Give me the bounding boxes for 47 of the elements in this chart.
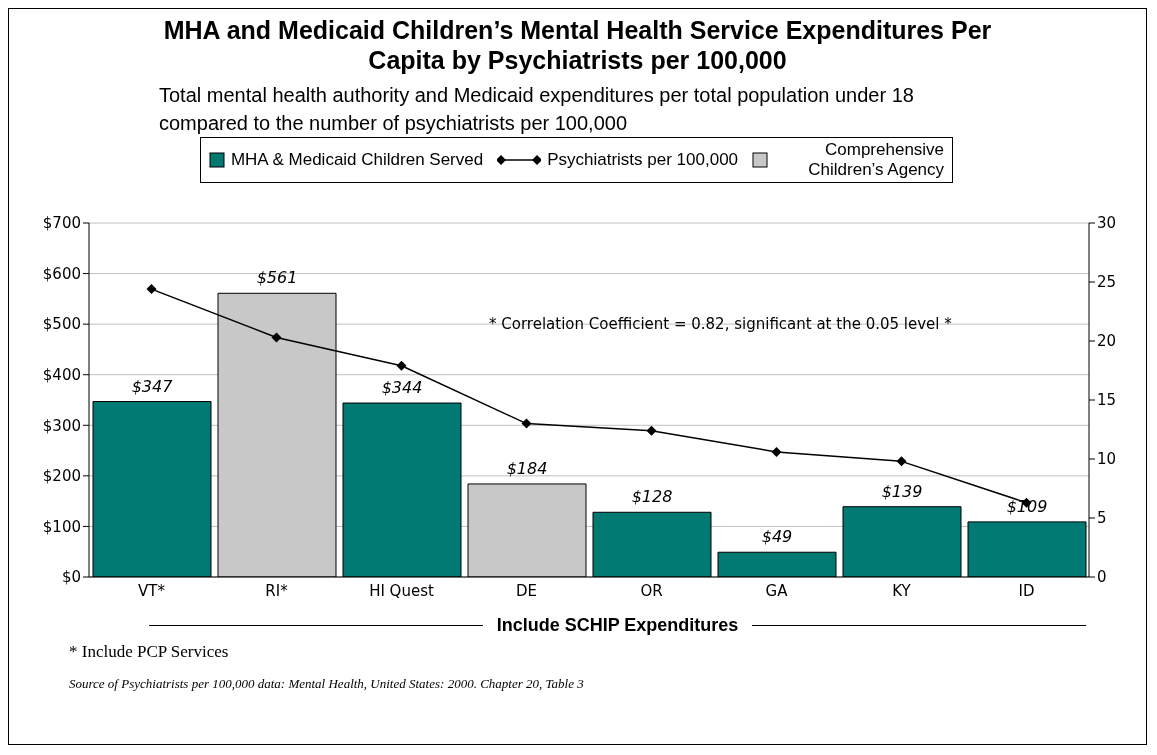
data-label: $347 — [131, 376, 174, 396]
source-note: Source of Psychiatrists per 100,000 data: Mental Health, United States: 2000. Chapter 20, Table 3 — [69, 676, 585, 692]
y-tick-label: $200 — [42, 467, 81, 486]
data-label: $109 — [1006, 496, 1048, 516]
x-tick-label: GA — [765, 581, 789, 600]
y2-tick-label: 30 — [1097, 214, 1117, 233]
data-label: $49 — [761, 527, 793, 547]
x-tick-label: VT* — [138, 581, 166, 600]
y2-tick-label: 10 — [1097, 450, 1117, 469]
text: Comprehensive Children’s Agency — [807, 140, 945, 180]
chart-subtitle: Total mental health authority and Medicaid expenditures per total population under 18 compared to the number of psychiatrists per 100,000 — [159, 83, 915, 136]
y2-tick-label: 25 — [1097, 273, 1117, 292]
point — [146, 284, 157, 295]
point — [396, 360, 407, 371]
y-tick-label: $400 — [42, 366, 81, 385]
x-tick-label: RI* — [265, 581, 289, 600]
y2-tick-label: 0 — [1097, 568, 1107, 587]
x-axis-title: Include SCHIP Expenditures — [495, 615, 740, 636]
legend-label: MHA & Medicaid Children Served — [230, 150, 484, 170]
x-tick-label: ID — [1018, 581, 1035, 600]
y-tick-label: $700 — [42, 214, 81, 233]
point — [896, 456, 907, 467]
y-tick-label: $500 — [42, 315, 81, 334]
y-tick-label: $0 — [61, 568, 81, 587]
y-tick-label: $300 — [42, 416, 81, 435]
text: * Include PCP Services — [69, 642, 230, 662]
x-tick-label: OR — [640, 581, 663, 600]
y2-tick-label: 20 — [1097, 332, 1117, 351]
point — [521, 418, 532, 429]
data-label: $561 — [256, 268, 298, 288]
y2-tick-label: 15 — [1097, 391, 1117, 410]
point — [646, 425, 657, 436]
chart-title: MHA and Medicaid Children’s Mental Health Service Expenditures Per Capita by Psychiatrists per 100,000 — [162, 15, 993, 75]
legend-label: Psychiatrists per 100,000 — [547, 150, 739, 170]
data-label: $128 — [631, 487, 673, 507]
y-tick-label: $600 — [42, 264, 81, 283]
data-label: $184 — [506, 458, 548, 478]
y2-tick-label: 5 — [1097, 509, 1107, 528]
point — [271, 332, 282, 343]
y-tick-label: $100 — [42, 517, 81, 536]
data-label: $139 — [881, 481, 923, 501]
x-tick-label: DE — [515, 581, 538, 600]
data-label: $344 — [381, 378, 423, 398]
x-tick-label: HI Quest — [369, 581, 434, 600]
annotation: * Correlation Coefficient = 0.82, significant at the 0.05 level * — [489, 315, 952, 333]
x-tick-label: KY — [892, 581, 912, 600]
point — [771, 446, 782, 457]
